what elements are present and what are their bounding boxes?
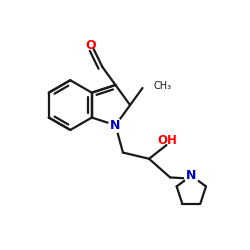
Text: N: N bbox=[186, 169, 196, 182]
Text: OH: OH bbox=[158, 134, 178, 147]
Text: N: N bbox=[110, 119, 121, 132]
Text: O: O bbox=[86, 39, 96, 52]
Text: CH₃: CH₃ bbox=[154, 80, 172, 90]
